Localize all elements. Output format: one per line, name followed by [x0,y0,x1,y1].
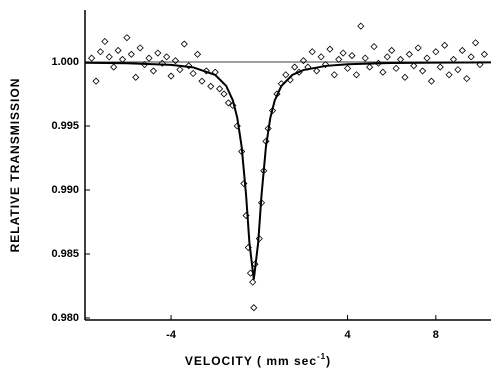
data-point [255,235,263,243]
x-tick-label: 8 [433,329,439,341]
data-point [132,73,140,81]
data-point [366,63,374,71]
data-point [193,50,202,58]
data-point [344,64,352,72]
x-label-main: VELOCITY ( mm sec [185,354,317,368]
data-point [383,53,391,61]
data-point [458,46,466,55]
data-point [392,64,400,72]
data-point [335,55,343,63]
data-point [224,99,232,107]
data-point [436,63,444,71]
data-point [105,53,113,61]
fit-line [84,61,492,280]
data-point [445,71,453,79]
data-point [423,54,431,62]
data-point [396,55,405,63]
y-tick-label: 1.000 [51,56,79,68]
data-point [414,44,422,52]
data-point [220,90,228,98]
data-point [171,57,180,65]
data-point [463,75,471,83]
data-point [291,63,299,71]
data-point [136,44,144,52]
y-tick-label: 0.995 [51,120,79,132]
data-point [361,54,369,62]
data-point [410,62,418,70]
data-point [282,71,290,79]
data-point [189,69,197,78]
data-point [110,63,118,71]
data-point [118,55,127,63]
data-point [163,53,171,61]
data-point [96,48,105,56]
data-point [427,77,435,85]
y-axis-label: RELATIVE TRANSMISSION [8,78,22,253]
y-tick-label: 0.985 [51,248,79,260]
x-tick-label: -4 [166,329,177,341]
data-point [101,37,109,46]
data-point [379,68,387,76]
data-point [123,34,131,42]
data-point [250,304,258,312]
data-point [401,73,409,81]
data-point [268,107,277,115]
data-point [321,60,330,69]
data-point [154,49,162,57]
data-point [339,49,347,57]
data-point [198,77,206,85]
data-point [326,45,334,53]
data-point [216,85,224,93]
data-point [480,50,488,58]
data-point [167,72,175,80]
data-point [405,50,413,58]
data-point [370,43,378,51]
data-point [88,54,96,62]
x-axis-label: VELOCITY ( mm sec-1) [185,352,331,368]
data-point [185,62,193,70]
data-point [249,278,257,286]
data-point [432,48,440,56]
data-point [441,41,449,49]
data-point [317,53,325,61]
data-point [308,48,316,56]
data-point [202,67,210,75]
data-point [176,66,184,74]
data-point [449,55,458,63]
x-label-sup: -1 [317,352,326,361]
data-point [374,59,383,67]
data-point [149,67,157,75]
data-point [352,71,360,79]
data-point [158,59,166,67]
data-point [471,39,480,47]
data-point [207,82,215,90]
data-point [419,67,427,75]
x-tick-label: 4 [345,329,352,341]
data-point [357,22,365,30]
data-point [348,51,356,60]
data-point [476,60,484,69]
data-point [313,67,321,75]
data-point [114,46,122,55]
y-tick-label: 0.980 [51,312,79,324]
y-tick-label: 0.990 [51,184,79,196]
data-point [127,50,135,58]
data-point [145,54,153,62]
data-point [467,53,475,61]
x-label-suffix: ) [326,354,331,368]
data-point [454,66,462,74]
data-point [388,46,396,55]
data-point [92,77,100,85]
data-point [180,40,188,48]
data-point [299,57,308,65]
data-point [330,71,338,79]
